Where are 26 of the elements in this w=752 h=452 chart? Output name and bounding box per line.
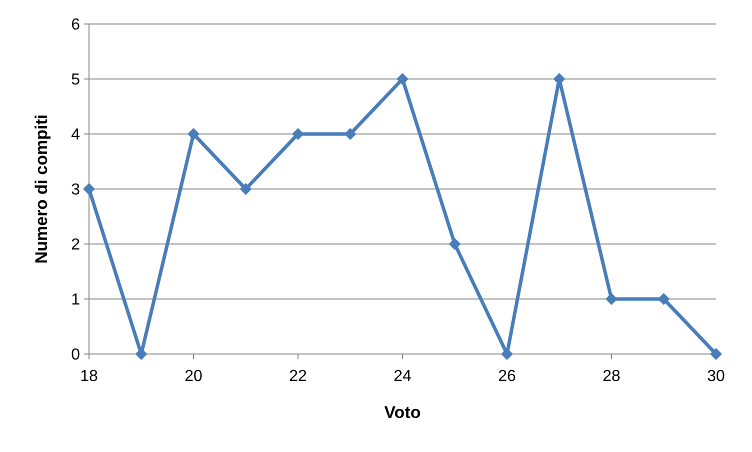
y-tick-label: 3 bbox=[71, 182, 80, 199]
x-tick-label: 22 bbox=[289, 368, 307, 385]
point bbox=[292, 128, 304, 140]
x-tick-label: 30 bbox=[707, 368, 725, 385]
x-tick-label: 18 bbox=[80, 368, 98, 385]
point bbox=[188, 128, 200, 140]
x-tick-label: 20 bbox=[184, 368, 202, 385]
y-tick-label: 6 bbox=[71, 16, 80, 34]
y-tick-label: 2 bbox=[71, 236, 80, 254]
point bbox=[396, 73, 408, 85]
y-tick-label: 1 bbox=[71, 292, 80, 309]
y-tick-label: 5 bbox=[71, 72, 80, 89]
x-tick-label: 26 bbox=[498, 368, 516, 385]
point bbox=[240, 183, 252, 195]
point bbox=[83, 183, 95, 195]
point bbox=[344, 128, 356, 140]
point bbox=[658, 293, 670, 305]
x-axis-title: Voto bbox=[384, 403, 421, 422]
point bbox=[606, 293, 618, 305]
y-axis-title: Numero di compiti bbox=[32, 114, 51, 264]
y-tick-label: 4 bbox=[71, 126, 80, 144]
y-tick-label: 0 bbox=[71, 346, 80, 364]
point bbox=[710, 348, 722, 360]
x-tick-label: 24 bbox=[394, 368, 412, 385]
x-tick-label: 28 bbox=[602, 368, 620, 385]
point bbox=[448, 238, 461, 250]
